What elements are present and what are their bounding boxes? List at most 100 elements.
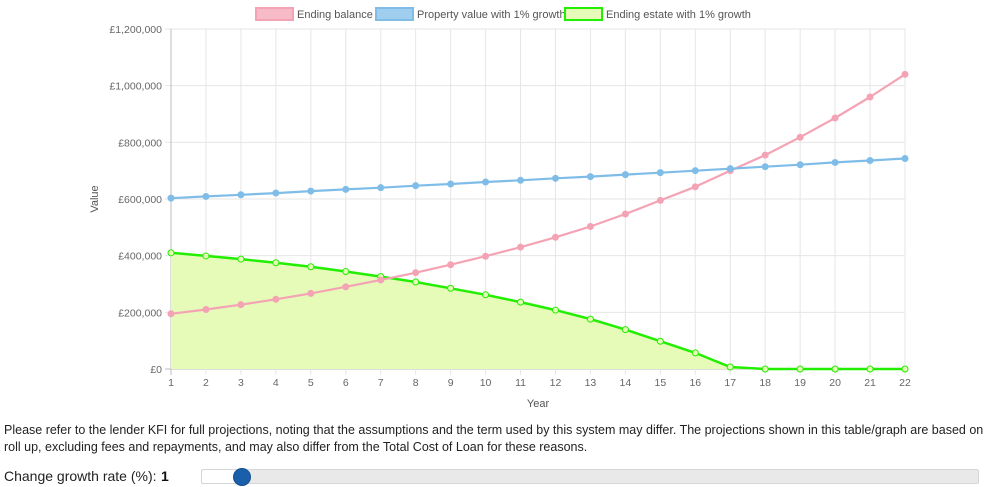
data-point (237, 301, 245, 309)
growth-rate-value: 1 (161, 468, 169, 484)
data-point (307, 289, 315, 297)
x-tick-label: 14 (620, 377, 632, 389)
data-point (307, 187, 315, 195)
data-point (866, 365, 874, 373)
data-point (726, 363, 734, 371)
data-point (551, 306, 559, 314)
legend-item[interactable]: Ending balance (255, 7, 373, 21)
data-point (761, 163, 769, 171)
series-line (170, 251, 905, 371)
x-tick-label: 11 (515, 377, 526, 389)
y-tick-label: £400,000 (118, 251, 162, 263)
data-point (761, 151, 769, 159)
data-point (796, 161, 804, 169)
data-point (656, 337, 664, 345)
x-tick-label: 15 (654, 377, 666, 389)
growth-rate-slider[interactable] (201, 468, 979, 486)
series-line (170, 73, 906, 315)
y-tick-label: £800,000 (118, 137, 162, 149)
y-tick-label: £0 (150, 364, 162, 376)
data-point (447, 261, 455, 269)
legend-label: Ending balance (297, 9, 373, 21)
data-point (901, 154, 909, 162)
x-tick-label: 7 (378, 377, 384, 389)
data-point (517, 298, 525, 306)
chart-series-lines (170, 73, 906, 371)
data-point (377, 276, 385, 284)
data-point (307, 263, 315, 271)
x-tick-label: 8 (413, 377, 419, 389)
legend-swatch (255, 7, 294, 21)
growth-rate-control: Change growth rate (%): 1 (4, 466, 979, 486)
x-tick-label: 16 (689, 377, 701, 389)
x-tick-label: 12 (550, 377, 562, 389)
growth-rate-label: Change growth rate (%): (4, 468, 157, 484)
chart-area-fills (171, 252, 905, 369)
data-point (272, 259, 280, 267)
data-point (482, 178, 490, 186)
data-point (761, 365, 769, 373)
data-point (901, 70, 909, 78)
estate-area-fill (171, 252, 905, 369)
data-point (237, 255, 245, 263)
data-point (237, 191, 245, 199)
data-point (691, 167, 699, 175)
data-point (447, 180, 455, 188)
x-tick-label: 1 (168, 377, 174, 389)
data-point (202, 306, 210, 313)
x-tick-label: 6 (343, 377, 349, 389)
x-axis-title: Year (527, 398, 550, 410)
x-tick-label: 22 (899, 377, 911, 389)
data-point (691, 349, 699, 357)
growth-rate-slider-handle[interactable] (232, 468, 251, 486)
data-point (412, 182, 420, 190)
data-point (482, 291, 490, 299)
x-tick-label: 20 (829, 377, 841, 389)
chart-legend[interactable]: Ending balance Property value with 1% gro… (255, 7, 751, 21)
y-tick-label: £1,000,000 (109, 81, 162, 93)
x-tick-label: 5 (308, 377, 314, 389)
chart-tick-labels: £0 £200,000 £400,000 £600,000 £800,000 £1,000… (109, 24, 911, 389)
data-point (726, 165, 734, 173)
y-tick-label: £200,000 (118, 307, 162, 319)
projection-disclaimer: Please refer to the lender KFI for full … (4, 423, 984, 454)
data-point (586, 315, 594, 323)
data-point (342, 268, 350, 276)
legend-item[interactable]: Ending estate with 1% growth (564, 7, 751, 21)
data-point (342, 185, 350, 193)
x-tick-label: 18 (759, 377, 771, 389)
data-point (412, 269, 420, 277)
data-point (586, 173, 594, 181)
x-tick-label: 9 (448, 377, 454, 389)
legend-swatch (375, 7, 414, 21)
data-point (517, 243, 525, 251)
data-point (866, 156, 874, 164)
chart-data-points (167, 70, 909, 373)
x-tick-label: 4 (273, 377, 279, 389)
data-point (342, 283, 350, 291)
legend-label: Property value with 1% growth (417, 9, 566, 21)
data-point (482, 252, 490, 260)
data-point (796, 365, 804, 373)
data-point (447, 284, 455, 292)
data-point (551, 233, 559, 241)
data-point (831, 365, 839, 373)
x-tick-label: 2 (203, 377, 209, 389)
data-point (656, 169, 664, 177)
y-tick-label: £600,000 (118, 194, 162, 206)
data-point (202, 252, 210, 260)
legend-swatch (564, 7, 603, 21)
y-tick-label: £1,200,000 (109, 24, 162, 36)
data-point (586, 222, 594, 230)
data-point (796, 133, 804, 141)
data-point (621, 326, 629, 334)
data-point (167, 249, 175, 257)
x-tick-label: 19 (794, 377, 806, 389)
data-point (656, 196, 664, 204)
x-tick-label: 17 (724, 377, 736, 389)
data-point (517, 176, 525, 184)
legend-item[interactable]: Property value with 1% growth (375, 7, 566, 21)
data-point (831, 158, 839, 166)
data-point (901, 365, 909, 373)
x-tick-label: 10 (480, 377, 492, 389)
